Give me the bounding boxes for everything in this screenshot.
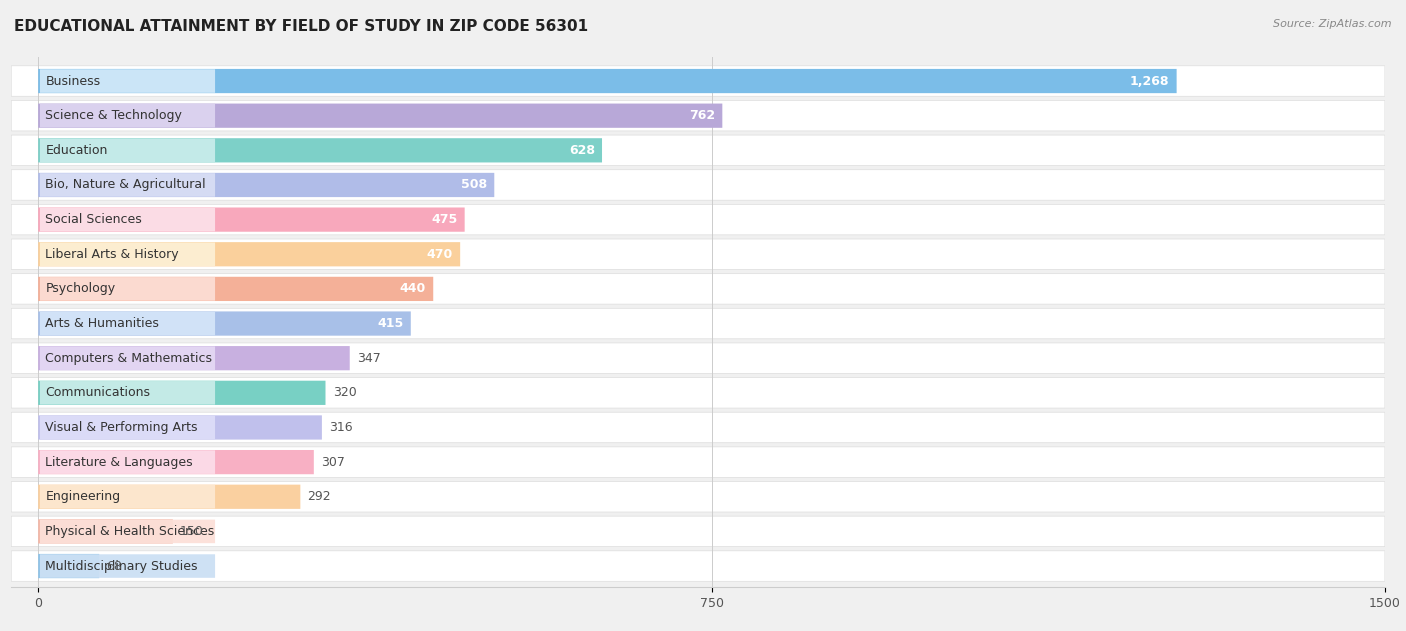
Text: Liberal Arts & History: Liberal Arts & History <box>45 248 179 261</box>
Text: Bio, Nature & Agricultural: Bio, Nature & Agricultural <box>45 179 207 191</box>
Text: 508: 508 <box>461 179 486 191</box>
FancyBboxPatch shape <box>38 138 602 162</box>
FancyBboxPatch shape <box>38 277 433 301</box>
FancyBboxPatch shape <box>11 516 1385 546</box>
FancyBboxPatch shape <box>11 309 1385 339</box>
FancyBboxPatch shape <box>39 485 215 509</box>
FancyBboxPatch shape <box>39 312 215 335</box>
Text: Visual & Performing Arts: Visual & Performing Arts <box>45 421 198 434</box>
Bar <box>38 554 100 578</box>
FancyBboxPatch shape <box>11 551 1385 581</box>
FancyBboxPatch shape <box>38 69 1177 93</box>
Text: Literature & Languages: Literature & Languages <box>45 456 193 469</box>
Text: Social Sciences: Social Sciences <box>45 213 142 226</box>
FancyBboxPatch shape <box>38 208 464 232</box>
FancyBboxPatch shape <box>39 69 215 93</box>
Text: 628: 628 <box>569 144 595 157</box>
Text: 1,268: 1,268 <box>1130 74 1170 88</box>
FancyBboxPatch shape <box>38 173 495 197</box>
FancyBboxPatch shape <box>38 485 301 509</box>
Bar <box>38 69 1177 93</box>
FancyBboxPatch shape <box>39 104 215 127</box>
Text: 68: 68 <box>107 560 122 572</box>
Text: Arts & Humanities: Arts & Humanities <box>45 317 159 330</box>
Text: Computers & Mathematics: Computers & Mathematics <box>45 351 212 365</box>
FancyBboxPatch shape <box>39 208 215 232</box>
FancyBboxPatch shape <box>11 377 1385 408</box>
Text: 307: 307 <box>321 456 344 469</box>
Bar <box>38 277 433 301</box>
FancyBboxPatch shape <box>38 312 411 336</box>
Bar <box>38 451 314 474</box>
Text: 440: 440 <box>399 283 426 295</box>
Bar <box>38 173 495 197</box>
FancyBboxPatch shape <box>39 173 215 197</box>
Text: Engineering: Engineering <box>45 490 121 504</box>
FancyBboxPatch shape <box>11 274 1385 304</box>
FancyBboxPatch shape <box>39 416 215 439</box>
FancyBboxPatch shape <box>38 346 350 370</box>
Text: Psychology: Psychology <box>45 283 115 295</box>
Bar <box>38 381 325 404</box>
Text: Education: Education <box>45 144 108 157</box>
FancyBboxPatch shape <box>11 170 1385 200</box>
Text: Source: ZipAtlas.com: Source: ZipAtlas.com <box>1274 19 1392 29</box>
FancyBboxPatch shape <box>39 451 215 474</box>
FancyBboxPatch shape <box>38 380 326 405</box>
Bar <box>38 139 602 162</box>
Text: 292: 292 <box>308 490 332 504</box>
FancyBboxPatch shape <box>11 204 1385 235</box>
FancyBboxPatch shape <box>11 100 1385 131</box>
Bar <box>38 242 460 266</box>
Text: EDUCATIONAL ATTAINMENT BY FIELD OF STUDY IN ZIP CODE 56301: EDUCATIONAL ATTAINMENT BY FIELD OF STUDY… <box>14 19 588 34</box>
Bar <box>38 208 464 232</box>
Text: Communications: Communications <box>45 386 150 399</box>
Bar <box>38 416 322 439</box>
FancyBboxPatch shape <box>39 519 215 543</box>
FancyBboxPatch shape <box>11 447 1385 478</box>
Text: 316: 316 <box>329 421 353 434</box>
FancyBboxPatch shape <box>39 554 215 578</box>
FancyBboxPatch shape <box>11 481 1385 512</box>
FancyBboxPatch shape <box>39 139 215 162</box>
Text: 347: 347 <box>357 351 381 365</box>
Text: Multidisciplinary Studies: Multidisciplinary Studies <box>45 560 198 572</box>
FancyBboxPatch shape <box>38 519 173 543</box>
Text: 150: 150 <box>180 525 204 538</box>
Text: 475: 475 <box>432 213 457 226</box>
Bar <box>38 519 173 543</box>
Bar <box>38 485 301 509</box>
FancyBboxPatch shape <box>11 412 1385 443</box>
FancyBboxPatch shape <box>39 346 215 370</box>
FancyBboxPatch shape <box>11 239 1385 269</box>
Text: Science & Technology: Science & Technology <box>45 109 183 122</box>
Text: 470: 470 <box>427 248 453 261</box>
FancyBboxPatch shape <box>38 242 460 266</box>
FancyBboxPatch shape <box>38 415 322 440</box>
FancyBboxPatch shape <box>11 343 1385 374</box>
FancyBboxPatch shape <box>38 103 723 128</box>
Text: 762: 762 <box>689 109 716 122</box>
Text: Physical & Health Sciences: Physical & Health Sciences <box>45 525 215 538</box>
Text: Business: Business <box>45 74 100 88</box>
FancyBboxPatch shape <box>39 381 215 404</box>
Bar <box>38 346 350 370</box>
FancyBboxPatch shape <box>11 66 1385 97</box>
FancyBboxPatch shape <box>38 450 314 475</box>
FancyBboxPatch shape <box>38 554 100 578</box>
Bar <box>38 104 723 127</box>
FancyBboxPatch shape <box>39 242 215 266</box>
Text: 320: 320 <box>333 386 356 399</box>
Text: 415: 415 <box>377 317 404 330</box>
Bar <box>38 312 411 335</box>
FancyBboxPatch shape <box>39 277 215 301</box>
FancyBboxPatch shape <box>11 135 1385 165</box>
